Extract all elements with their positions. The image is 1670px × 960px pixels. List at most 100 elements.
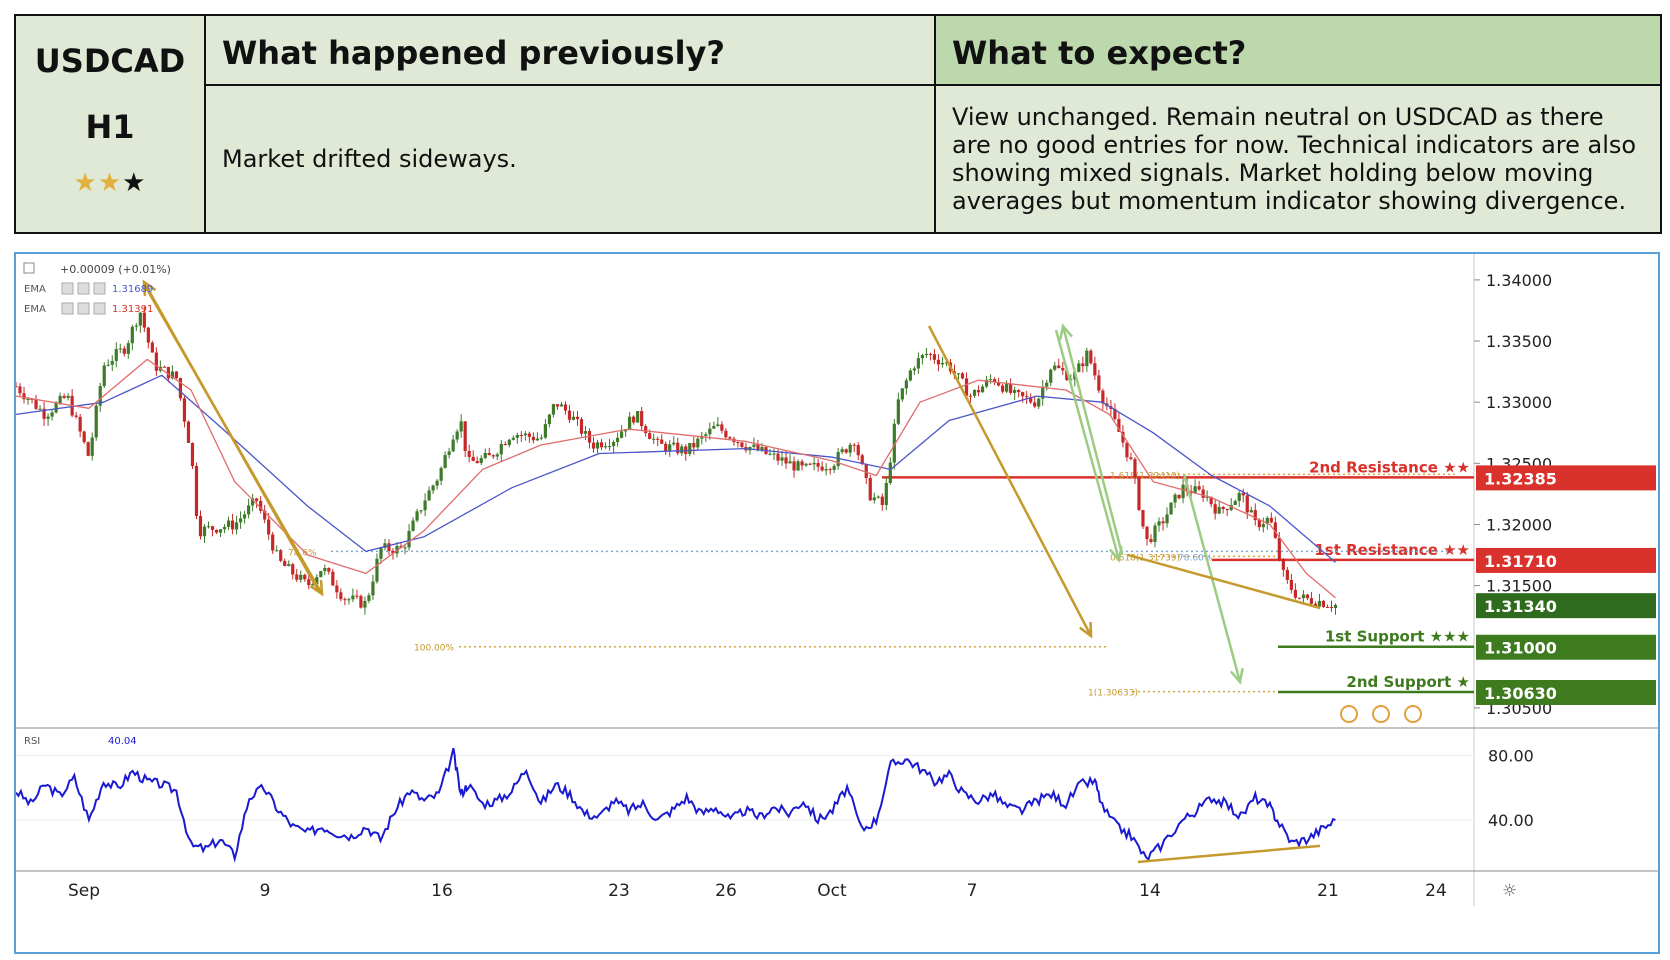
- candle-body: [515, 434, 519, 438]
- symbol-label: USDCAD: [34, 42, 186, 80]
- candle-body: [1333, 604, 1338, 608]
- candle-body: [884, 482, 888, 505]
- candle-body: [467, 450, 471, 457]
- candle-body: [1281, 559, 1285, 570]
- candle-body: [174, 371, 179, 379]
- candle-body: [499, 444, 503, 455]
- chart-panel[interactable]: 1.34000 1.33500 1.33000 1.32500 1.32000 1.315…: [14, 252, 1660, 954]
- candle-body: [832, 466, 836, 470]
- candle-body: [311, 584, 315, 586]
- candle-body: [351, 595, 355, 600]
- fib-level-label: 0.618(1.31739): [1110, 553, 1180, 563]
- projection-arrow-head: [1229, 668, 1244, 685]
- candle-body: [1321, 600, 1326, 607]
- candle-body: [932, 354, 937, 360]
- price-chart[interactable]: 1.340001.335001.330001.325001.320001.315…: [14, 254, 1658, 952]
- candle-body: [756, 444, 760, 451]
- candle-body: [640, 411, 644, 427]
- candle-body: [74, 415, 78, 417]
- candle-body: [1229, 505, 1233, 511]
- legend-control-icon: [93, 282, 106, 295]
- candle-body: [1293, 589, 1297, 598]
- star-icon-filled: ★: [73, 168, 98, 198]
- candle-body: [18, 386, 22, 394]
- candle-body: [555, 404, 560, 407]
- candle-body: [142, 312, 146, 328]
- support-price-tag: [1476, 634, 1656, 660]
- candle-body: [812, 462, 816, 465]
- candle-body: [62, 395, 66, 398]
- summary-table: USDCAD H1 ★★★ What happened previously? …: [14, 14, 1662, 234]
- resistance-price-tag: [1476, 465, 1656, 491]
- candle-body: [267, 519, 271, 535]
- candle-body: [964, 378, 969, 396]
- legend-control-icon: [61, 282, 74, 295]
- candle-body: [772, 453, 776, 455]
- time-tick-label: Oct: [817, 881, 847, 901]
- candle-body: [275, 550, 279, 552]
- trend-arrow-start: [142, 281, 320, 591]
- candle-body: [708, 428, 712, 435]
- candle-body: [800, 461, 804, 466]
- candle-body: [912, 368, 916, 371]
- candle-body: [1221, 506, 1225, 510]
- candle-body: [776, 453, 780, 461]
- candle-body: [343, 599, 347, 601]
- candle-body: [1101, 390, 1105, 404]
- candle-body: [808, 463, 812, 465]
- candle-body: [291, 564, 295, 575]
- candle-body: [1121, 431, 1125, 443]
- support-price-label: 1.30630: [1484, 684, 1557, 703]
- candle-body: [375, 558, 379, 582]
- legend-control-icon: [93, 302, 106, 315]
- ema-slow-line: [15, 374, 1336, 563]
- candle-body: [1165, 514, 1169, 524]
- candle-body: [459, 421, 463, 432]
- candle-body: [50, 412, 54, 417]
- candle-body: [1097, 375, 1101, 391]
- candle-body: [14, 386, 18, 388]
- candle-body: [1017, 390, 1021, 393]
- candle-body: [531, 436, 535, 441]
- candle-body: [1209, 496, 1213, 505]
- candle-body: [110, 360, 114, 365]
- candle-body: [507, 439, 511, 445]
- candle-body: [367, 595, 371, 601]
- candle-body: [920, 354, 924, 359]
- candle-body: [1141, 509, 1145, 527]
- candle-body: [852, 444, 856, 446]
- candle-body: [904, 380, 908, 389]
- settings-icon: ☼: [1502, 881, 1517, 901]
- candle-body: [431, 485, 435, 491]
- candle-body: [563, 404, 568, 411]
- time-tick-label: Sep: [68, 881, 100, 901]
- candle-body: [844, 449, 848, 453]
- candle-body: [824, 469, 828, 471]
- candle-body: [543, 424, 548, 438]
- projection-arrow: [1054, 329, 1121, 561]
- time-tick-label: 7: [967, 881, 978, 901]
- expectation-heading: What to expect?: [936, 16, 1660, 86]
- candle-body: [1009, 383, 1013, 393]
- candle-body: [784, 457, 788, 464]
- candle-body: [46, 416, 50, 419]
- candle-body: [58, 395, 62, 404]
- candle-body: [632, 416, 636, 423]
- candle-body: [628, 416, 632, 431]
- candle-body: [495, 454, 499, 457]
- candle-body: [1285, 569, 1289, 580]
- fib-level-label: 1.618(1.32410): [1110, 471, 1180, 481]
- time-tick-label: 26: [715, 881, 737, 901]
- candle-body: [583, 431, 588, 434]
- price-tick-label: 1.31500: [1486, 577, 1552, 596]
- candle-body: [1217, 506, 1221, 514]
- candle-body: [439, 467, 443, 481]
- candle-body: [636, 411, 640, 423]
- rsi-tick-label: 40.00: [1488, 811, 1534, 830]
- candle-body: [1025, 396, 1029, 398]
- resistance-price-label: 1.32385: [1484, 469, 1557, 488]
- candle-body: [607, 446, 612, 448]
- candle-body: [760, 447, 764, 451]
- projection-arrow-head: [1079, 621, 1093, 639]
- candle-body: [230, 520, 235, 530]
